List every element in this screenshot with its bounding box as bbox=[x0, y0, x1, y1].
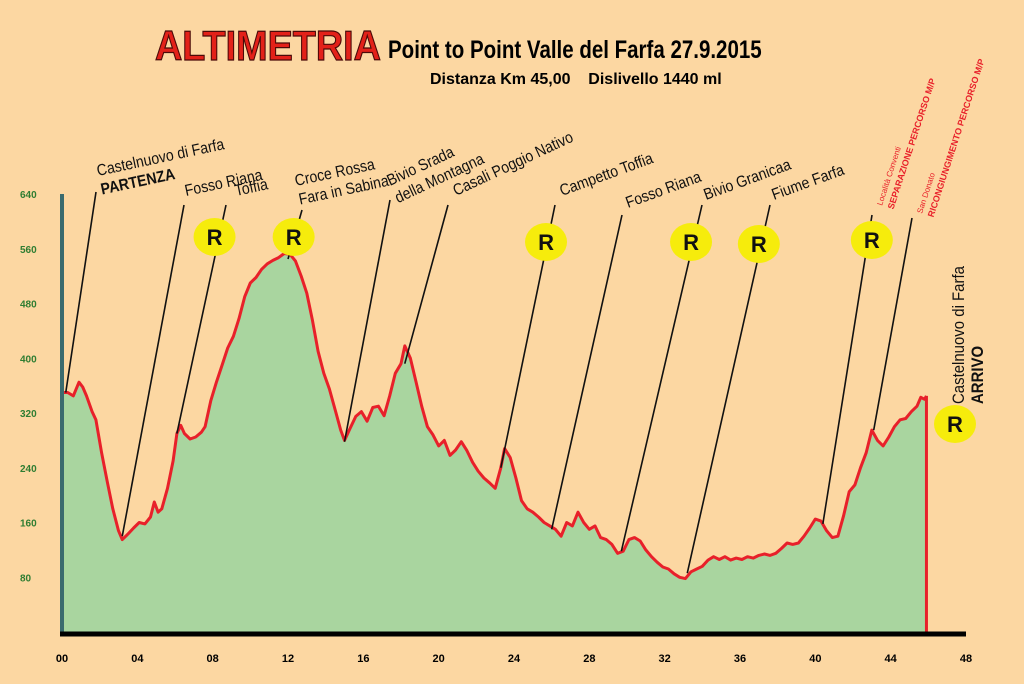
elevation-area bbox=[62, 253, 927, 632]
refreshment-badge: R bbox=[525, 223, 568, 261]
refreshment-badge: R bbox=[193, 218, 236, 256]
y-tick-label: 400 bbox=[20, 354, 37, 365]
waypoint-leader-line bbox=[343, 199, 391, 442]
x-tick-label: 04 bbox=[131, 653, 144, 665]
refreshment-badge-circle bbox=[193, 218, 236, 256]
waypoint-label-line: Castelnuovo di Farfa bbox=[950, 266, 968, 404]
refreshment-badges: R R R R R R R bbox=[193, 218, 976, 443]
waypoint-leader-line bbox=[64, 191, 97, 393]
waypoint-leader-line bbox=[550, 214, 623, 530]
x-tick-label: 12 bbox=[282, 653, 294, 665]
x-tick-label: 48 bbox=[960, 653, 972, 665]
route-info: Distanza Km 45,00 Dislivello 1440 ml bbox=[430, 71, 722, 88]
x-tick-label: 00 bbox=[56, 653, 68, 665]
refreshment-badge-circle bbox=[737, 225, 780, 263]
x-tick-label: 28 bbox=[583, 653, 595, 665]
waypoint-label-line: ARRIVO bbox=[969, 346, 987, 404]
refreshment-badge-circle bbox=[850, 221, 893, 259]
x-tick-label: 16 bbox=[357, 653, 369, 665]
refreshment-badge: R bbox=[850, 221, 893, 259]
waypoint-leader-line bbox=[686, 204, 771, 574]
elevation-line bbox=[62, 252, 928, 581]
waypoint-label: Castelnuovo di Farfa ARRIVO bbox=[950, 266, 987, 404]
x-tick-label: 24 bbox=[508, 653, 521, 665]
refreshment-badge: R bbox=[670, 223, 713, 261]
refreshment-badge-circle bbox=[934, 405, 976, 443]
x-tick-label: 36 bbox=[734, 653, 746, 665]
x-axis-ticks: 00 04 08 12 16 20 24 28 32 36 40 44 48 bbox=[56, 653, 972, 665]
waypoint-leader-line bbox=[872, 217, 913, 431]
waypoint-leader-line bbox=[403, 204, 449, 364]
y-axis-ticks: 640 560 480 400 320 240 160 80 bbox=[20, 190, 37, 584]
refreshment-badge: R bbox=[934, 405, 976, 443]
refreshment-badge-label: R bbox=[286, 225, 302, 250]
x-tick-label: 40 bbox=[809, 653, 821, 665]
x-tick-label: 20 bbox=[433, 653, 445, 665]
y-tick-label: 240 bbox=[20, 464, 37, 475]
waypoint-leader-line bbox=[620, 204, 703, 552]
plot-area bbox=[60, 194, 966, 637]
refreshment-badge-label: R bbox=[538, 230, 554, 255]
refreshment-badge-circle bbox=[525, 223, 568, 261]
y-tick-label: 480 bbox=[20, 300, 37, 311]
refreshment-badge: R bbox=[737, 225, 780, 263]
refreshment-badge-circle bbox=[670, 223, 713, 261]
refreshment-badge-label: R bbox=[207, 225, 223, 250]
chart-title: ALTIMETRIA bbox=[155, 23, 381, 69]
waypoint-label: Fosso Riana bbox=[623, 168, 704, 212]
y-tick-label: 80 bbox=[20, 573, 32, 584]
y-tick-label: 160 bbox=[20, 519, 37, 530]
refreshment-badge-circle bbox=[272, 218, 315, 256]
x-tick-label: 08 bbox=[207, 653, 219, 665]
waypoint-leader-line bbox=[121, 204, 185, 537]
x-tick-label: 44 bbox=[885, 653, 898, 665]
refreshment-badge-label: R bbox=[683, 230, 699, 255]
y-tick-label: 560 bbox=[20, 245, 37, 256]
waypoint-label-line: Fosso Riana bbox=[623, 168, 704, 212]
refreshment-badge: R bbox=[272, 218, 315, 256]
x-tick-label: 32 bbox=[659, 653, 671, 665]
refreshment-badge-label: R bbox=[751, 232, 767, 257]
waypoint-leader-line bbox=[822, 214, 873, 524]
refreshment-badge-label: R bbox=[864, 228, 880, 253]
refreshment-badge-label: R bbox=[947, 412, 963, 437]
y-tick-label: 320 bbox=[20, 409, 37, 420]
y-tick-label: 640 bbox=[20, 190, 37, 201]
chart-subtitle: Point to Point Valle del Farfa 27.9.2015 bbox=[388, 35, 762, 63]
